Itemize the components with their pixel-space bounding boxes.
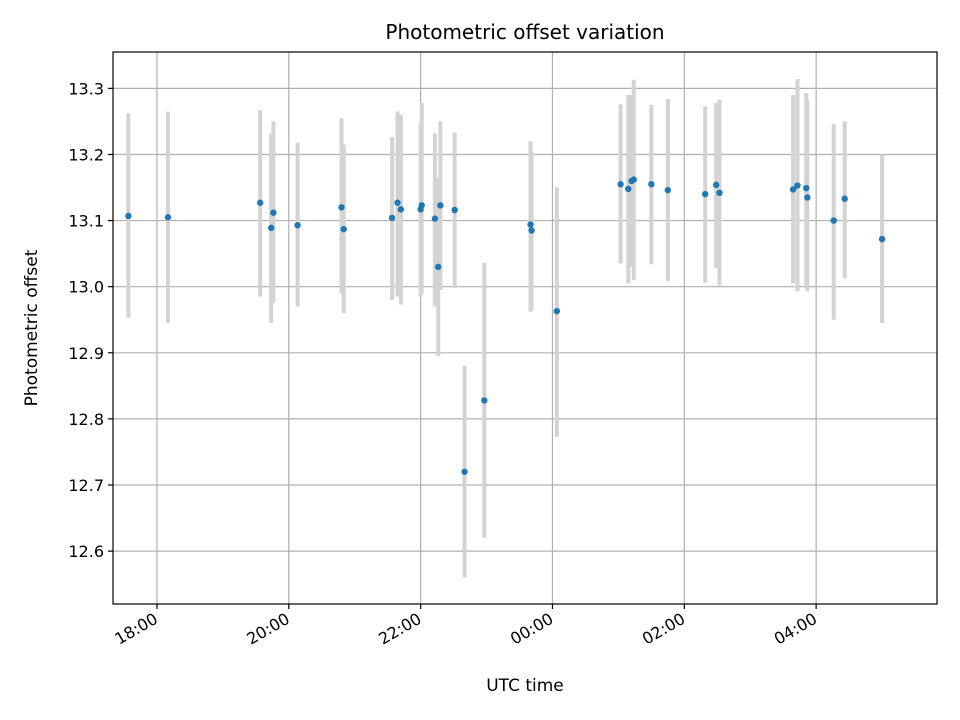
data-point	[451, 206, 458, 214]
data-point	[617, 181, 624, 188]
data-point	[841, 195, 848, 202]
y-tick-label: 13.2	[68, 145, 104, 164]
data-point	[701, 190, 709, 198]
data-point	[431, 215, 439, 222]
x-axis-ticks: 18:00 20:00 22:00 00:00 02:00 04:00	[112, 604, 820, 649]
data-point	[397, 206, 405, 213]
data-point	[164, 214, 172, 221]
y-tick-label: 13.1	[68, 212, 104, 231]
data-point	[294, 222, 301, 229]
data-point	[878, 235, 886, 243]
x-tick-label: 00:00	[507, 609, 556, 649]
plot-frame	[112, 51, 938, 605]
y-axis-ticks: 12.6 12.7 12.8 12.9 13.0 13.1 13.2 13.3	[68, 79, 113, 561]
data-point	[481, 397, 488, 404]
y-tick-label: 13.3	[68, 79, 104, 98]
data-point	[716, 189, 723, 197]
data-point	[418, 202, 425, 209]
data-point	[664, 186, 672, 194]
y-tick-label: 12.7	[68, 476, 104, 495]
data-point	[394, 199, 401, 206]
x-axis-label: UTC time	[486, 676, 564, 696]
data-point	[268, 224, 275, 232]
y-tick-label: 12.8	[68, 410, 104, 429]
x-tick-label: 20:00	[243, 609, 292, 649]
x-tick-label: 22:00	[375, 609, 424, 649]
y-tick-label: 13.0	[68, 278, 104, 297]
y-axis-label: Photometric offset	[22, 249, 42, 406]
data-point	[830, 217, 837, 224]
data-point	[630, 176, 637, 183]
data-points	[125, 176, 886, 475]
data-point	[648, 181, 655, 188]
data-point	[437, 202, 444, 209]
data-point	[528, 227, 535, 234]
data-point	[712, 181, 720, 189]
data-point	[625, 185, 632, 193]
data-point	[803, 184, 810, 192]
data-point	[794, 182, 801, 189]
y-tick-label: 12.6	[68, 542, 104, 561]
data-point	[388, 214, 396, 222]
x-tick-label: 18:00	[112, 609, 161, 649]
data-point	[338, 204, 345, 211]
data-point	[435, 263, 442, 271]
data-point	[270, 209, 277, 216]
data-point	[257, 199, 264, 206]
grid	[113, 52, 937, 604]
data-point	[553, 307, 561, 315]
data-point	[125, 212, 132, 220]
x-tick-label: 04:00	[771, 609, 820, 649]
data-point	[804, 194, 811, 201]
y-tick-label: 12.9	[68, 344, 104, 363]
data-point	[461, 468, 468, 475]
data-point	[340, 225, 347, 233]
data-point	[527, 221, 534, 228]
data-point	[789, 186, 797, 193]
chart-title: Photometric offset variation	[385, 20, 664, 44]
x-tick-label: 02:00	[639, 609, 688, 649]
